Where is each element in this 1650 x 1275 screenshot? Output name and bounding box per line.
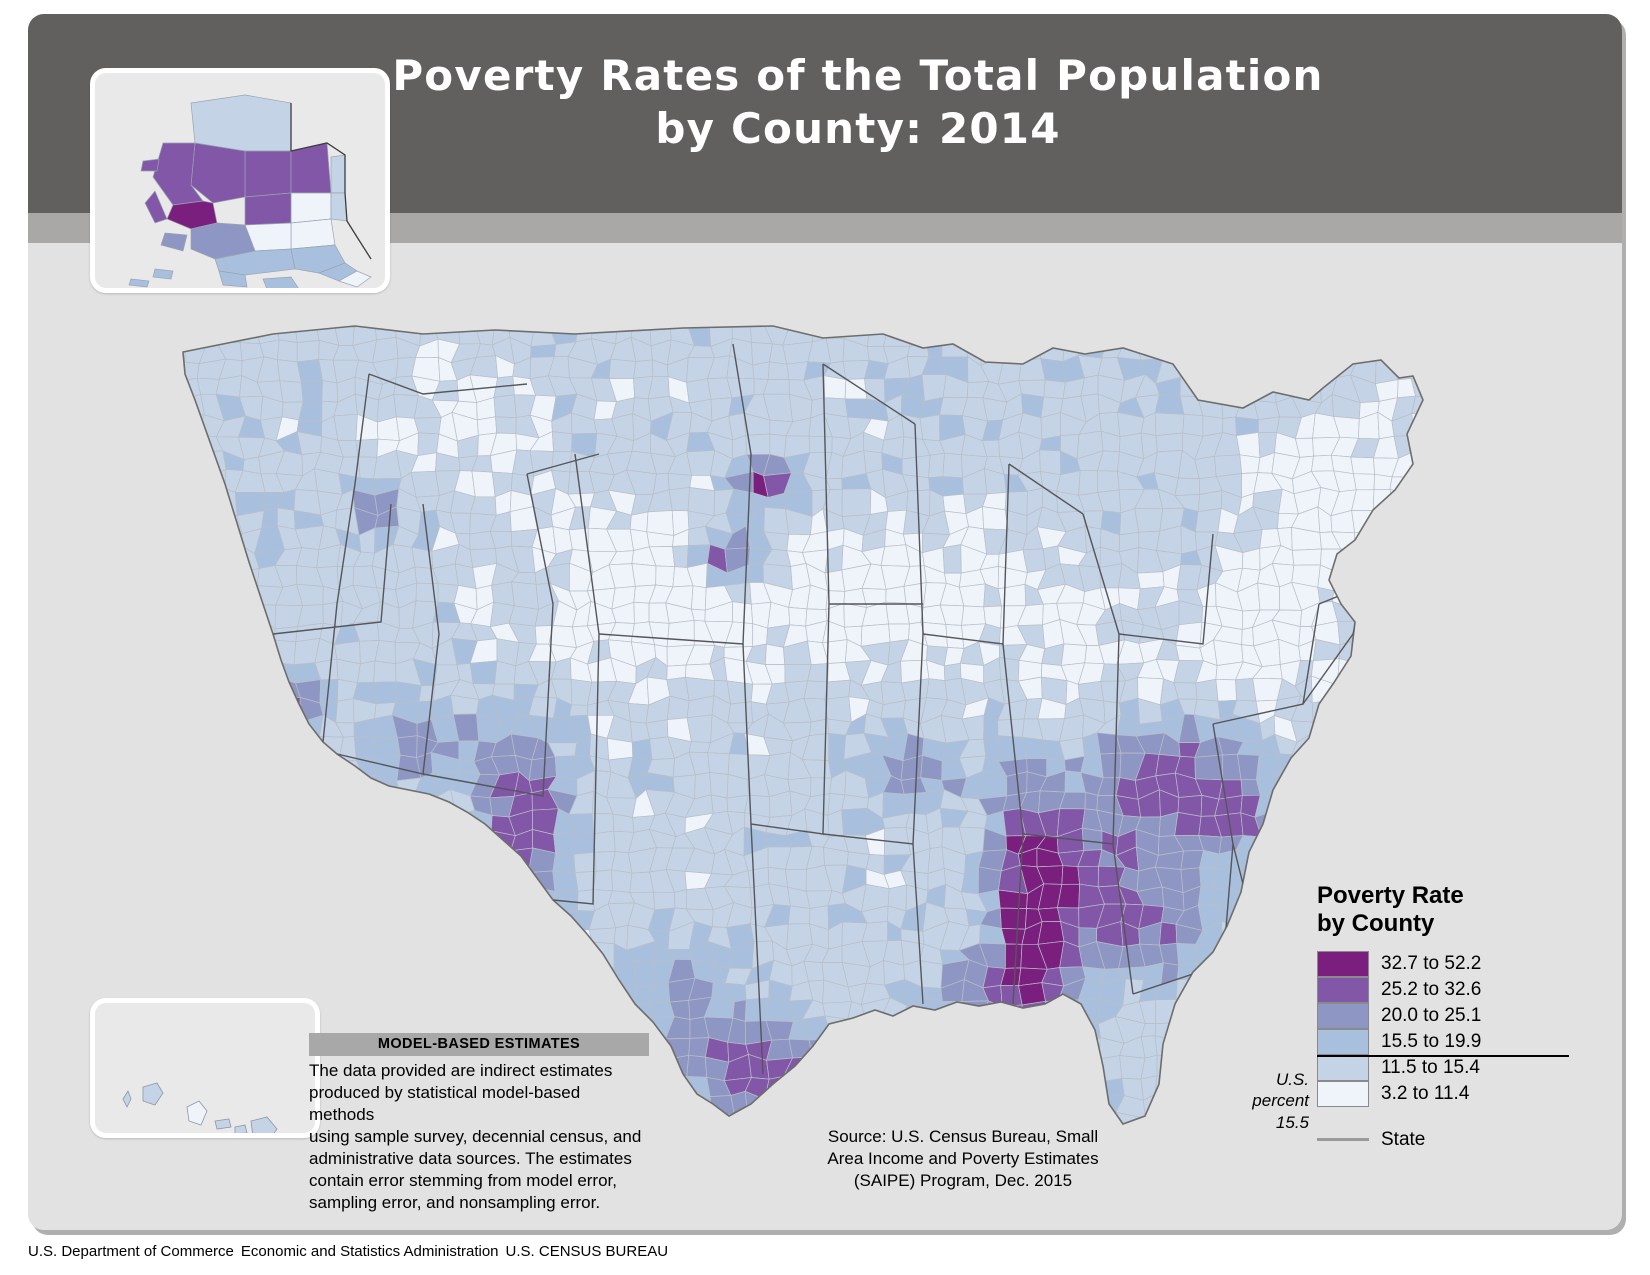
legend-swatch-4 <box>1317 1028 1369 1055</box>
legend-class-3[interactable]: 20.0 to 25.1 <box>1317 1002 1613 1029</box>
legend-class-1[interactable]: 32.7 to 52.2 <box>1317 950 1613 977</box>
mbe-line-5: contain error stemming from model error, <box>309 1170 617 1190</box>
legend-class-5[interactable]: 11.5 to 15.4 <box>1317 1054 1613 1081</box>
legend-title-line-1: Poverty Rate <box>1317 882 1464 909</box>
legend-title: Poverty Rate by County <box>1317 882 1613 939</box>
legend: Poverty Rate by County 32.7 to 52.2 25.2 … <box>1252 882 1613 1151</box>
legend-swatch-6 <box>1317 1080 1369 1107</box>
model-based-estimates-body: The data provided are indirect estimates… <box>309 1060 649 1213</box>
footer-agency: U.S. Department of Commerce <box>28 1243 234 1260</box>
source-line-3: (SAIPE) Program, Dec. 2015 <box>853 1171 1073 1191</box>
alaska-outline <box>290 103 372 260</box>
us-average-rule <box>1317 1054 1569 1057</box>
footer-division: Economic and Statistics Administration <box>240 1243 499 1260</box>
legend-swatch-2 <box>1317 976 1369 1003</box>
us-note-line-3: 15.5 <box>1275 1113 1309 1133</box>
title-line-2: by County: 2014 <box>655 103 1061 153</box>
legend-swatch-5 <box>1317 1054 1369 1081</box>
legend-label-3: 20.0 to 25.1 <box>1381 1004 1482 1026</box>
source-line-1: Source: U.S. Census Bureau, Small <box>827 1127 1099 1146</box>
us-note-line-2: percent <box>1252 1091 1309 1111</box>
model-based-estimates-heading: MODEL-BASED ESTIMATES <box>309 1033 649 1056</box>
legend-label-6: 3.2 to 11.4 <box>1381 1082 1470 1104</box>
page-title: Poverty Rates of the Total Population by… <box>358 50 1358 156</box>
footer: U.S. Department of Commerce Economic and … <box>28 1243 668 1260</box>
inset-alaska[interactable] <box>90 68 390 293</box>
legend-label-5: 11.5 to 15.4 <box>1381 1056 1480 1078</box>
us-percent-note: U.S. percent 15.5 <box>1189 1069 1309 1134</box>
mbe-line-3: using sample survey, decennial census, a… <box>309 1126 642 1146</box>
alaska-svg <box>128 94 372 288</box>
map-card: Poverty Rates of the Total Population by… <box>28 14 1622 1230</box>
inset-hawaii[interactable] <box>90 998 320 1138</box>
legend-label-1: 32.7 to 52.2 <box>1381 952 1482 974</box>
legend-swatch-3 <box>1317 1002 1369 1029</box>
legend-class-2[interactable]: 25.2 to 32.6 <box>1317 976 1613 1003</box>
title-line-1: Poverty Rates of the Total Population <box>392 51 1324 100</box>
footer-bureau: U.S. CENSUS BUREAU <box>505 1243 669 1260</box>
hawaii-county-layer <box>122 1082 278 1133</box>
legend-label-4: 15.5 to 19.9 <box>1381 1030 1482 1052</box>
main-map-lower48[interactable] <box>123 304 1453 1134</box>
us-note-line-1: U.S. <box>1275 1069 1309 1089</box>
mbe-line-4: administrative data sources. The estimat… <box>309 1148 632 1168</box>
mbe-line-1: The data provided are indirect estimates <box>309 1061 613 1080</box>
source-note: Source: U.S. Census Bureau, Small Area I… <box>818 1126 1108 1192</box>
legend-state-row: State <box>1317 1129 1613 1151</box>
hawaii-svg <box>122 1082 278 1133</box>
legend-state-label: State <box>1381 1128 1426 1150</box>
legend-title-line-2: by County <box>1317 910 1435 938</box>
legend-label-2: 25.2 to 32.6 <box>1381 978 1482 1000</box>
legend-class-list: 32.7 to 52.2 25.2 to 32.6 20.0 to 25.1 15.5… <box>1252 950 1613 1132</box>
lower48-svg <box>182 325 1424 1125</box>
legend-class-6[interactable]: 3.2 to 11.4 <box>1317 1080 1613 1107</box>
mbe-line-6: sampling error, and nonsampling error. <box>309 1192 601 1212</box>
alaska-county-layer <box>128 94 372 288</box>
state-line-symbol <box>1317 1138 1369 1142</box>
legend-class-4[interactable]: 15.5 to 19.9 <box>1317 1028 1613 1055</box>
model-based-estimates-box: MODEL-BASED ESTIMATES The data provided … <box>309 1033 649 1213</box>
source-line-2: Area Income and Poverty Estimates <box>827 1149 1099 1169</box>
legend-swatch-1 <box>1317 950 1369 977</box>
county-layer <box>183 326 1423 1124</box>
mbe-line-2: produced by statistical model-based meth… <box>309 1082 581 1124</box>
